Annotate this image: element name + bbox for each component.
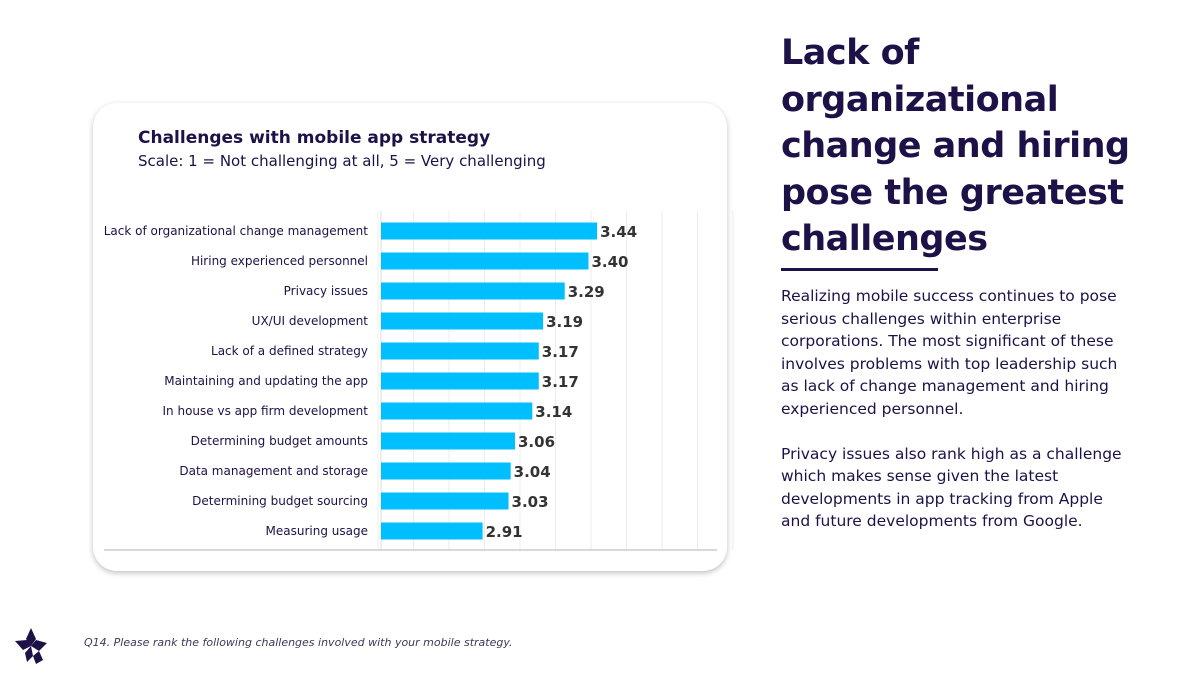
category-label: Data management and storage xyxy=(179,464,368,478)
category-label: Maintaining and updating the app xyxy=(164,374,368,388)
bar xyxy=(381,372,539,390)
value-label: 3.19 xyxy=(546,313,583,331)
category-label: UX/UI development xyxy=(252,314,369,328)
headline: Lack of organizational change and hiring… xyxy=(781,33,1130,259)
category-label: In house vs app firm development xyxy=(163,404,369,418)
value-label: 3.40 xyxy=(591,253,628,271)
category-label: Hiring experienced personnel xyxy=(191,254,368,268)
value-label: 2.91 xyxy=(486,523,523,541)
headline-divider xyxy=(781,268,938,271)
body-paragraph-2: Privacy issues also rank high as a chall… xyxy=(781,444,1122,531)
value-label: 3.17 xyxy=(542,343,579,361)
value-label: 3.06 xyxy=(518,433,555,451)
value-label: 3.44 xyxy=(600,223,637,241)
category-label: Privacy issues xyxy=(284,284,368,298)
bar xyxy=(381,252,589,270)
bar xyxy=(381,402,533,420)
value-label: 3.14 xyxy=(535,403,572,421)
bar xyxy=(381,342,539,360)
value-label: 3.04 xyxy=(514,463,551,481)
category-label: Lack of organizational change management xyxy=(104,224,369,238)
bar xyxy=(381,312,544,330)
bar xyxy=(381,222,598,240)
bar xyxy=(381,492,509,510)
category-label: Lack of a defined strategy xyxy=(211,344,368,358)
bar xyxy=(381,282,565,300)
category-label: Measuring usage xyxy=(266,524,368,538)
body-paragraph-1: Realizing mobile success continues to po… xyxy=(781,287,1118,418)
chart-subtitle: Scale: 1 = Not challenging at all, 5 = V… xyxy=(138,152,546,170)
bar xyxy=(381,462,511,480)
category-label: Determining budget amounts xyxy=(191,434,368,448)
value-label: 3.29 xyxy=(568,283,605,301)
category-label: Determining budget sourcing xyxy=(192,494,368,508)
value-label: 3.03 xyxy=(512,493,549,511)
star-leaf-logo-icon xyxy=(15,628,47,664)
footnote: Q14. Please rank the following challenge… xyxy=(84,636,513,649)
chart-title: Challenges with mobile app strategy xyxy=(138,128,491,148)
bar xyxy=(381,432,515,450)
body-text: Realizing mobile success continues to po… xyxy=(781,285,1126,533)
value-label: 3.17 xyxy=(542,373,579,391)
bar xyxy=(381,522,483,540)
